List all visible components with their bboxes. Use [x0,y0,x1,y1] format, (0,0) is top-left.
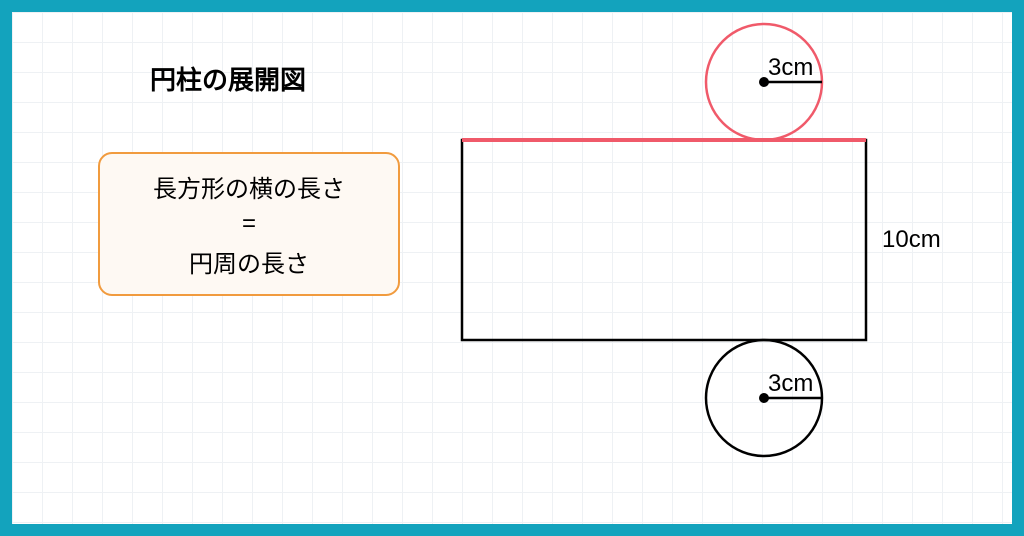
top-radius-label: 3cm [768,54,813,82]
cylinder-net-svg [12,12,1012,524]
net-rectangle [462,140,866,340]
bottom-radius-label: 3cm [768,370,813,398]
height-label: 10cm [882,226,941,254]
outer-frame: 円柱の展開図 長方形の横の長さ = 円周の長さ 3cm 3cm 10cm [0,0,1024,536]
